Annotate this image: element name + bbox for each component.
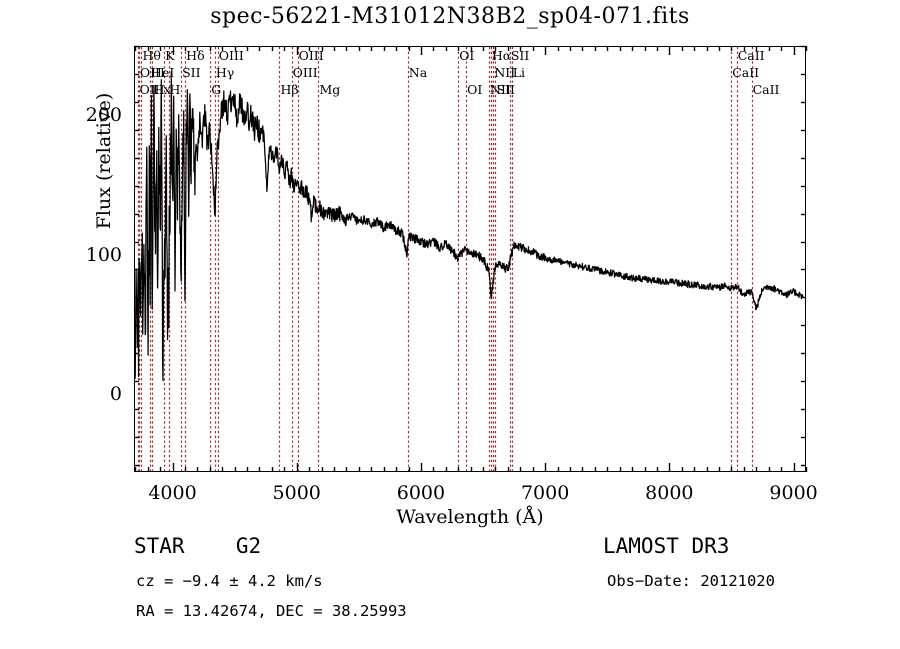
- spectral-line-label: Li: [512, 65, 526, 80]
- spectral-line-label: K: [165, 48, 175, 63]
- y-tick-label: 100: [85, 243, 122, 266]
- x-tick-label: 5000: [272, 482, 321, 504]
- spectral-line-label: SII: [496, 82, 515, 97]
- spectral-line-label: Hθ: [142, 48, 161, 63]
- spectral-line-label: Hβ: [280, 82, 299, 97]
- footer-object-type: STAR G2: [134, 534, 261, 558]
- spectral-line-label: OIII: [292, 65, 318, 80]
- x-tick-label: 8000: [645, 482, 694, 504]
- spectral-line-label: OI: [467, 82, 483, 97]
- spectral-line-label: Hα: [491, 48, 512, 63]
- footer-obs-date: Obs−Date: 20121020: [607, 572, 775, 590]
- spectral-line-label: G: [211, 82, 222, 97]
- spectral-line-label: SII: [510, 48, 530, 63]
- spectral-line-label: Mg: [319, 82, 341, 97]
- x-tick-label: 4000: [148, 482, 197, 504]
- page-title: spec-56221-M31012N38B2_sp04-071.fits: [210, 4, 690, 29]
- spectral-line-label: Na: [408, 65, 428, 80]
- spectral-line-label: Hδ: [186, 48, 205, 63]
- spectral-line-label: CaII: [752, 82, 780, 97]
- y-tick-label: 0: [109, 383, 122, 406]
- footer-survey: LAMOST DR3: [603, 534, 730, 558]
- spectral-line-label: Hγ: [215, 65, 235, 80]
- y-axis-label: Flux (relative): [93, 92, 115, 230]
- x-axis-label: Wavelength (Å): [396, 506, 544, 528]
- plot-frame: [134, 46, 806, 472]
- x-tick-label: 7000: [520, 482, 570, 504]
- y-tick-label: 200: [85, 103, 122, 126]
- x-tick-label: 9000: [769, 482, 818, 504]
- spectral-line-label: SII: [182, 65, 201, 80]
- spectral-line-label: NII: [494, 65, 516, 80]
- spectral-line-label: Hx: [153, 82, 171, 97]
- spectral-line-label: CaII: [732, 65, 760, 80]
- spectral-line-label: HeI: [151, 65, 175, 80]
- spectral-line-label: OI: [459, 48, 475, 63]
- spectrum-trace: [135, 71, 805, 382]
- spectral-line-label: OIII: [139, 82, 165, 97]
- spectral-line-label: OIII: [139, 65, 165, 80]
- spectral-line-label: NII: [490, 82, 511, 97]
- x-tick-label: 6000: [396, 482, 446, 504]
- spectral-line-label: CaII: [737, 48, 765, 63]
- footer-coords: RA = 13.42674, DEC = 38.25993: [136, 602, 407, 620]
- spectral-class-value: G2: [235, 534, 262, 558]
- spectral-line-label: OIII: [298, 48, 324, 63]
- object-type-value: STAR: [134, 534, 185, 558]
- footer-cz: cz = −9.4 ± 4.2 km/s: [136, 572, 323, 590]
- spectral-line-label: H: [169, 82, 181, 97]
- spectral-line-label: OIII: [218, 48, 244, 63]
